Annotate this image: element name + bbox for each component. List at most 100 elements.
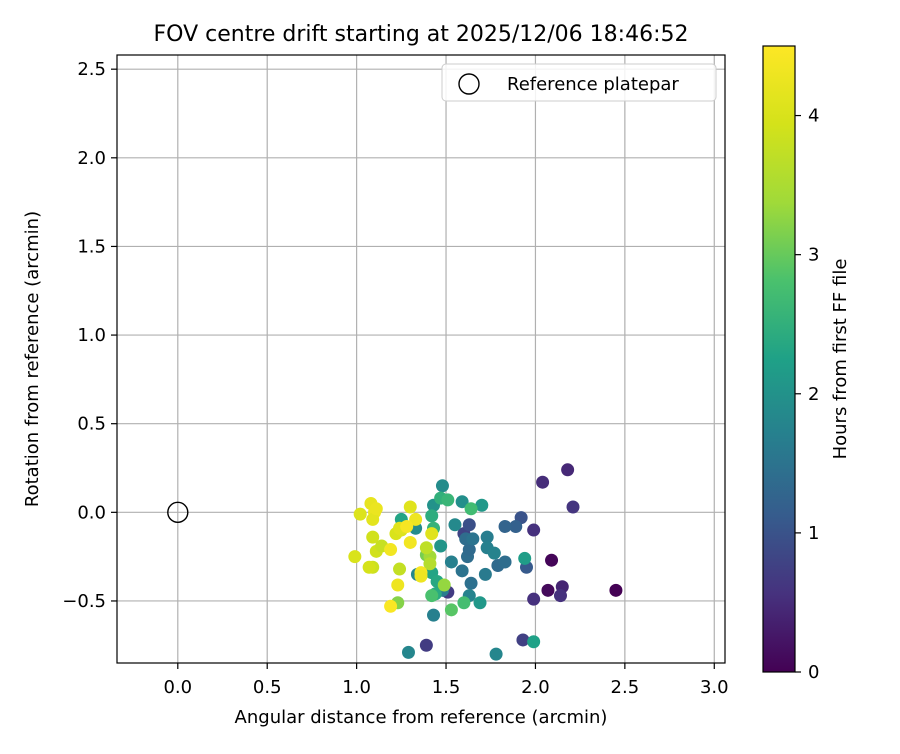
data-point bbox=[527, 523, 541, 537]
plot-frame bbox=[116, 54, 726, 664]
colorbar-frame bbox=[762, 45, 796, 673]
data-point bbox=[498, 520, 512, 534]
data-point bbox=[464, 502, 478, 516]
data-point bbox=[435, 479, 449, 493]
data-point bbox=[393, 562, 407, 576]
data-point bbox=[425, 527, 439, 541]
reference-marker-layer bbox=[167, 501, 189, 524]
data-point bbox=[527, 592, 541, 606]
data-point bbox=[466, 532, 480, 546]
data-point bbox=[498, 555, 512, 569]
data-point bbox=[401, 645, 415, 659]
data-point bbox=[609, 583, 623, 597]
colorbar-tick-label: 2 bbox=[808, 384, 819, 405]
x-axis-ticks: 0.0 0.5 1.0 1.5 2.0 2.5 3.0 bbox=[163, 663, 729, 698]
colorbar-tick-label: 0 bbox=[808, 662, 819, 683]
data-point bbox=[541, 583, 555, 597]
data-point bbox=[409, 512, 423, 526]
reference-platepar-marker bbox=[167, 501, 189, 524]
data-point bbox=[391, 578, 405, 592]
x-tick-label: 1.0 bbox=[342, 677, 371, 698]
x-axis-label: Angular distance from reference (arcmin) bbox=[235, 707, 608, 728]
colorbar: 0 1 2 3 4 Hours from first FF file bbox=[762, 45, 851, 683]
data-point bbox=[362, 560, 376, 574]
data-point bbox=[473, 596, 487, 610]
data-point bbox=[353, 507, 367, 521]
y-axis-label: Rotation from reference (arcmin) bbox=[22, 211, 43, 507]
data-point bbox=[545, 553, 559, 567]
x-tick-label: 0.0 bbox=[163, 677, 192, 698]
data-point bbox=[478, 567, 492, 581]
colorbar-label: Hours from first FF file bbox=[830, 259, 851, 460]
legend-box bbox=[441, 63, 717, 102]
data-point bbox=[462, 518, 476, 532]
data-point bbox=[516, 633, 530, 647]
data-point bbox=[423, 557, 437, 571]
data-point bbox=[509, 520, 523, 534]
colorbar-tick-label: 3 bbox=[808, 245, 819, 266]
y-tick-label: 2.0 bbox=[77, 148, 106, 169]
data-point bbox=[419, 638, 433, 652]
data-point bbox=[384, 543, 398, 557]
data-point bbox=[366, 512, 380, 526]
data-point bbox=[437, 578, 451, 592]
legend-label-reference: Reference platepar bbox=[507, 74, 679, 95]
x-tick-label: 2.0 bbox=[521, 677, 550, 698]
y-tick-label: 0.0 bbox=[77, 502, 106, 523]
x-tick-label: 2.5 bbox=[611, 677, 640, 698]
data-point bbox=[455, 564, 469, 578]
data-point bbox=[553, 589, 567, 603]
x-tick-label: 3.0 bbox=[700, 677, 729, 698]
data-point bbox=[480, 530, 494, 544]
data-point bbox=[348, 550, 362, 564]
data-point bbox=[527, 635, 541, 649]
data-point bbox=[448, 518, 462, 532]
y-tick-label: −0.5 bbox=[62, 591, 106, 612]
data-point bbox=[419, 541, 433, 555]
data-point bbox=[489, 647, 503, 661]
colorbar-gradient bbox=[763, 46, 795, 672]
y-tick-label: 1.0 bbox=[77, 325, 106, 346]
data-point bbox=[518, 551, 532, 565]
data-point bbox=[487, 546, 501, 560]
data-point bbox=[457, 596, 471, 610]
data-point bbox=[561, 463, 575, 477]
data-point bbox=[384, 599, 398, 613]
data-point bbox=[566, 500, 580, 514]
data-point bbox=[536, 475, 550, 489]
data-point bbox=[455, 495, 469, 509]
data-point bbox=[475, 498, 489, 512]
y-tick-label: 1.5 bbox=[77, 236, 106, 257]
y-axis-ticks: −0.5 0.0 0.5 1.0 1.5 2.0 2.5 bbox=[62, 59, 117, 612]
data-points bbox=[348, 463, 623, 661]
data-point bbox=[366, 530, 380, 544]
data-point bbox=[434, 539, 448, 553]
x-tick-label: 1.5 bbox=[432, 677, 461, 698]
data-point bbox=[403, 535, 417, 549]
colorbar-ticks: 0 1 2 3 4 bbox=[795, 106, 819, 683]
legend-marker-reference bbox=[458, 73, 480, 95]
data-point bbox=[462, 543, 476, 557]
chart-title: FOV centre drift starting at 2025/12/06 … bbox=[154, 22, 689, 47]
data-point bbox=[369, 502, 383, 516]
data-point bbox=[444, 603, 458, 617]
colorbar-tick-label: 1 bbox=[808, 523, 819, 544]
data-point bbox=[425, 589, 439, 603]
y-tick-label: 2.5 bbox=[77, 59, 106, 80]
data-point bbox=[427, 608, 441, 622]
x-tick-label: 0.5 bbox=[253, 677, 282, 698]
data-point bbox=[403, 500, 417, 514]
colorbar-tick-label: 4 bbox=[808, 106, 819, 127]
data-point bbox=[425, 509, 439, 523]
data-point bbox=[464, 576, 478, 590]
data-point bbox=[414, 569, 428, 583]
data-point bbox=[444, 555, 458, 569]
legend: Reference platepar bbox=[441, 63, 717, 102]
data-point bbox=[441, 493, 455, 507]
y-tick-label: 0.5 bbox=[77, 414, 106, 435]
grid bbox=[117, 55, 725, 663]
data-point bbox=[400, 520, 414, 534]
